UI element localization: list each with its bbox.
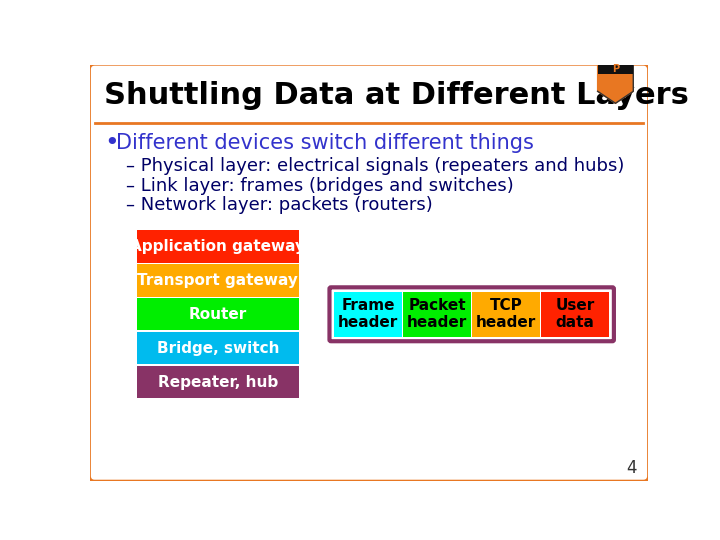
Text: User
data: User data: [556, 298, 595, 330]
Bar: [472, 292, 540, 336]
Bar: [137, 298, 300, 330]
Text: Application gateway: Application gateway: [130, 239, 305, 254]
Bar: [137, 231, 300, 262]
Text: – Network layer: packets (routers): – Network layer: packets (routers): [126, 196, 433, 214]
Bar: [403, 292, 472, 336]
Text: P: P: [612, 64, 619, 74]
Bar: [137, 264, 300, 296]
Bar: [334, 292, 402, 336]
Bar: [598, 63, 634, 75]
Bar: [137, 332, 300, 365]
Text: 4: 4: [626, 460, 637, 477]
FancyBboxPatch shape: [89, 63, 649, 482]
Text: Bridge, switch: Bridge, switch: [157, 341, 279, 356]
Text: – Physical layer: electrical signals (repeaters and hubs): – Physical layer: electrical signals (re…: [126, 158, 624, 176]
Text: •: •: [104, 131, 119, 156]
Text: Router: Router: [189, 307, 247, 322]
Polygon shape: [598, 63, 634, 103]
Text: Different devices switch different things: Different devices switch different thing…: [117, 133, 534, 153]
Text: Frame
header: Frame header: [338, 298, 398, 330]
Text: TCP
header: TCP header: [476, 298, 536, 330]
Text: Shuttling Data at Different Layers: Shuttling Data at Different Layers: [104, 81, 689, 110]
Bar: [541, 292, 609, 336]
Text: – Link layer: frames (bridges and switches): – Link layer: frames (bridges and switch…: [126, 177, 513, 195]
Text: Transport gateway: Transport gateway: [138, 273, 298, 288]
Bar: [94, 123, 644, 476]
Bar: [137, 366, 300, 398]
Text: Packet
header: Packet header: [407, 298, 467, 330]
Text: Repeater, hub: Repeater, hub: [158, 375, 278, 389]
